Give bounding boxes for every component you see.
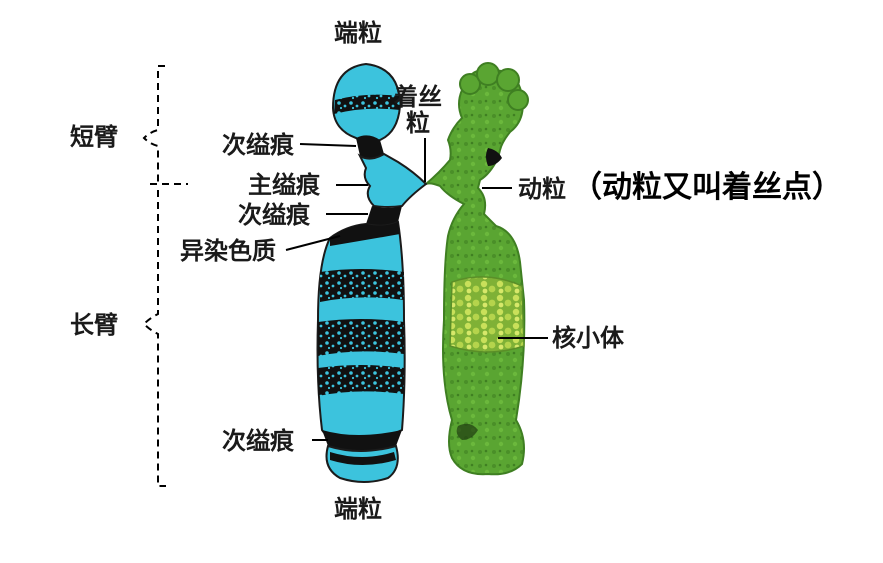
nucleolus-region [449, 276, 525, 353]
label-centromere: 动粒 [518, 175, 566, 203]
right-chromatid [425, 62, 529, 476]
left-secondary-constriction-top [356, 135, 384, 159]
leader-lines [285, 138, 548, 441]
leader-secondary-1 [299, 143, 357, 147]
right-dark-band [486, 148, 502, 166]
left-short-arm-neck [357, 152, 428, 208]
label-heterochromatin: 异染色质 [180, 237, 276, 265]
label-kinetochore-line1: 着丝 [394, 83, 442, 111]
label-secondary-constriction-1: 次缢痕 [222, 131, 294, 159]
right-telomere-bump [496, 68, 520, 92]
arm-bracket [142, 65, 188, 487]
right-telomere-bump [476, 62, 500, 86]
label-secondary-constriction-2: 次缢痕 [238, 201, 310, 229]
right-chromatid-body [425, 68, 526, 476]
left-bottom-dark-cap [330, 452, 396, 465]
label-kinetochore-line2: 粒 [406, 109, 430, 137]
label-short-arm: 短臂 [70, 123, 118, 151]
left-chromatid [316, 62, 428, 483]
left-secondary-constriction-bottom [322, 430, 402, 451]
label-primary-constriction: 主缢痕 [248, 171, 320, 199]
label-telomere-top: 端粒 [334, 19, 382, 47]
left-speckle-band [320, 269, 404, 302]
right-telomere-bump [459, 73, 481, 95]
label-centromere-note: （动粒又叫着丝点） [572, 170, 842, 205]
label-kinetochore: 着丝 粒 [394, 84, 442, 136]
left-top-speckle-band [334, 94, 400, 114]
label-nucleolus: 核小体 [552, 324, 624, 352]
right-dark-band [456, 423, 478, 440]
label-long-arm: 长臂 [70, 311, 118, 339]
label-secondary-constriction-3: 次缢痕 [222, 427, 294, 455]
left-speckle-band [318, 319, 404, 356]
label-telomere-bottom: 端粒 [334, 495, 382, 523]
leader-heterochromatin [285, 235, 341, 251]
left-speckle-band [318, 365, 404, 396]
right-telomere-bump [507, 89, 529, 111]
short-arm-bracket [142, 65, 165, 182]
left-long-arm-top-dark [330, 222, 400, 246]
long-arm-bracket [142, 190, 166, 487]
left-secondary-constriction-mid [366, 206, 402, 226]
